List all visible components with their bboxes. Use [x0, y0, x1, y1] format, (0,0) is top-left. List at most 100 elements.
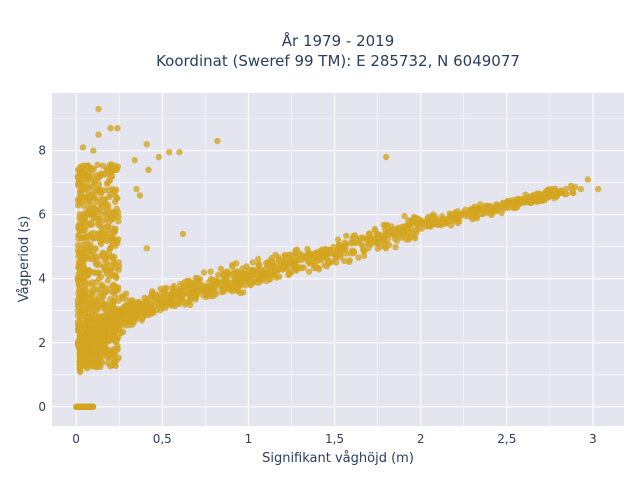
data-points: [73, 105, 602, 410]
data-point: [191, 285, 198, 292]
data-point: [305, 268, 313, 275]
data-point: [446, 213, 454, 220]
data-point: [79, 334, 87, 342]
data-point: [145, 166, 152, 173]
data-point: [89, 310, 96, 318]
data-point: [83, 306, 90, 313]
data-point: [76, 214, 83, 222]
data-point: [92, 260, 100, 267]
data-point: [110, 281, 117, 289]
data-point: [263, 265, 270, 272]
data-point: [76, 345, 83, 353]
data-point: [107, 267, 114, 275]
data-point: [88, 164, 95, 172]
x-tick-label: 0: [72, 432, 80, 446]
data-point: [529, 192, 536, 199]
data-point: [83, 245, 90, 252]
data-point: [107, 125, 114, 132]
data-point: [89, 403, 97, 410]
data-point: [110, 347, 118, 354]
data-point: [143, 141, 150, 148]
data-point: [326, 246, 334, 253]
data-point: [571, 183, 579, 191]
data-point: [92, 354, 100, 361]
data-point: [88, 301, 96, 308]
data-point: [249, 259, 256, 266]
data-point: [74, 339, 82, 347]
data-point: [98, 172, 105, 179]
data-point: [137, 302, 144, 309]
data-point: [111, 293, 119, 300]
data-point: [538, 192, 545, 199]
data-point: [316, 249, 323, 257]
data-point: [262, 259, 270, 267]
data-point: [97, 240, 105, 248]
data-point: [90, 211, 98, 219]
data-point: [130, 302, 137, 309]
data-point: [108, 320, 115, 328]
data-point: [471, 213, 478, 220]
data-point: [108, 361, 116, 369]
data-point: [334, 236, 342, 243]
data-point: [371, 227, 379, 235]
data-point: [269, 258, 276, 266]
y-tick-label: 2: [38, 336, 46, 350]
data-point: [108, 234, 115, 241]
data-point: [155, 295, 162, 303]
data-point: [292, 250, 299, 257]
data-point: [103, 215, 110, 223]
data-point: [80, 162, 87, 169]
data-point: [347, 240, 354, 247]
data-point: [110, 298, 117, 305]
data-point: [88, 255, 95, 263]
data-point: [286, 270, 294, 277]
data-point: [89, 202, 96, 209]
data-point: [209, 285, 216, 292]
data-point: [77, 224, 85, 231]
data-point: [162, 304, 169, 311]
data-point: [356, 236, 363, 244]
data-point: [536, 197, 544, 205]
data-point: [260, 269, 267, 276]
data-point: [108, 253, 116, 260]
data-point: [341, 257, 348, 265]
data-point: [104, 204, 112, 211]
data-point: [76, 251, 84, 259]
data-point: [99, 317, 106, 325]
data-point: [309, 259, 316, 267]
data-point: [115, 333, 122, 341]
x-axis-title: Signifikant våghöjd (m): [262, 451, 414, 466]
data-point: [111, 272, 118, 280]
data-point: [169, 301, 176, 308]
data-point: [393, 231, 401, 238]
data-point: [102, 323, 109, 331]
data-point: [82, 209, 90, 216]
data-point: [493, 202, 500, 209]
data-point: [377, 243, 384, 250]
data-point: [100, 312, 108, 320]
data-point: [91, 191, 98, 199]
data-point: [276, 273, 283, 280]
data-point: [98, 210, 106, 218]
data-point: [281, 256, 288, 264]
data-point: [337, 247, 345, 255]
data-point: [336, 242, 343, 249]
data-point: [409, 217, 416, 224]
data-point: [316, 256, 324, 264]
data-point: [220, 288, 227, 295]
data-point: [75, 231, 83, 239]
data-point: [78, 274, 85, 281]
data-point: [77, 300, 84, 308]
data-point: [74, 196, 82, 204]
data-point: [570, 189, 577, 196]
data-point: [365, 230, 373, 238]
data-point: [94, 161, 101, 168]
data-point: [75, 264, 82, 271]
data-point: [454, 215, 461, 223]
data-point: [95, 105, 102, 113]
data-point: [88, 295, 95, 303]
data-point: [84, 269, 91, 277]
data-point: [94, 286, 101, 293]
data-point: [88, 220, 95, 228]
data-point: [113, 166, 121, 173]
